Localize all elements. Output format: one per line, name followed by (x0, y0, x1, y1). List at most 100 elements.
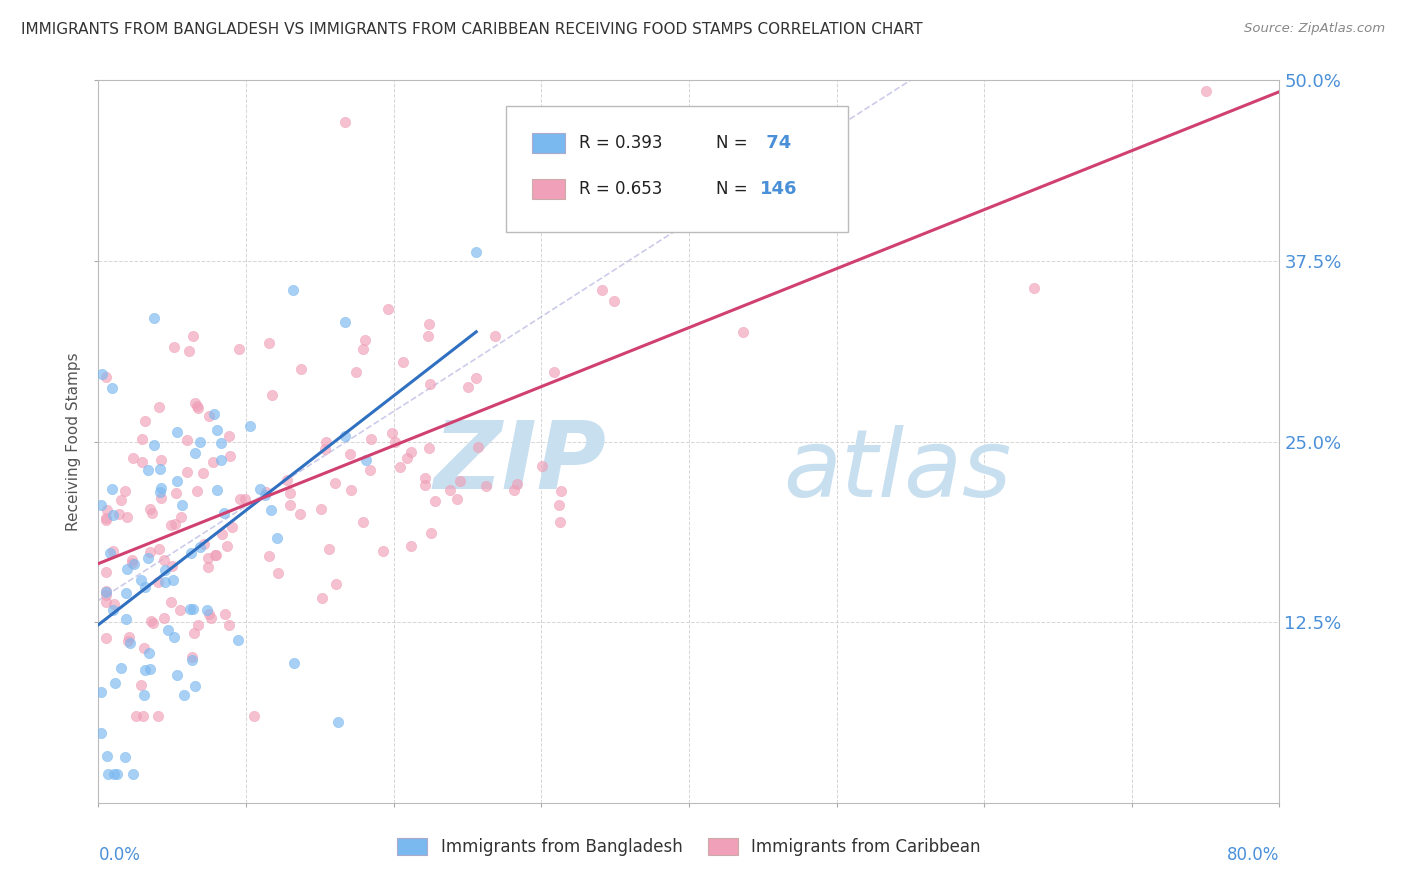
Text: N =: N = (716, 134, 754, 153)
Point (768, 173, 790, 187)
Point (176, 433, 198, 447)
Text: 0.0%: 0.0% (98, 847, 141, 864)
Point (318, 541, 340, 556)
Point (146, 709, 169, 723)
Point (531, 458, 554, 473)
Point (165, 486, 187, 500)
Point (267, 566, 290, 580)
Point (138, 551, 160, 566)
Point (132, 709, 155, 723)
Point (104, 676, 127, 690)
Point (97, 767, 120, 781)
Point (117, 634, 139, 648)
Point (176, 466, 198, 480)
Point (543, 365, 565, 379)
Point (207, 423, 229, 437)
Point (384, 435, 406, 450)
Point (211, 527, 233, 541)
Point (187, 618, 209, 632)
Point (502, 483, 524, 497)
Point (122, 767, 145, 781)
Point (139, 614, 162, 628)
Point (550, 484, 572, 499)
Point (173, 688, 195, 702)
Point (198, 607, 221, 621)
Point (103, 508, 125, 522)
Point (221, 520, 243, 534)
Point (142, 310, 165, 325)
Point (333, 429, 356, 443)
Point (197, 409, 219, 423)
Point (339, 447, 361, 461)
Point (163, 340, 186, 354)
Point (136, 463, 159, 477)
Point (131, 455, 153, 469)
Point (150, 481, 173, 495)
Point (214, 506, 236, 520)
Point (340, 483, 363, 497)
Point (169, 603, 191, 617)
Point (333, 315, 356, 329)
Point (352, 342, 374, 356)
Point (204, 549, 226, 563)
Point (138, 646, 160, 660)
Point (603, 294, 626, 309)
Point (233, 491, 256, 506)
Point (155, 563, 177, 577)
Point (266, 531, 288, 545)
Point (114, 749, 136, 764)
Point (219, 449, 242, 463)
Point (101, 603, 124, 617)
Point (139, 545, 162, 559)
Point (107, 507, 129, 521)
Point (94, 631, 117, 645)
Point (180, 650, 202, 665)
Point (94, 511, 117, 525)
Point (193, 537, 215, 551)
Point (94, 585, 117, 599)
Point (183, 626, 205, 640)
Point (200, 611, 222, 625)
Point (120, 636, 142, 650)
Point (142, 616, 165, 631)
Point (215, 539, 238, 553)
Point (101, 482, 124, 496)
Point (290, 507, 312, 521)
Point (449, 475, 471, 489)
Point (325, 577, 347, 591)
Point (260, 503, 283, 517)
Point (191, 466, 214, 480)
Text: R = 0.393: R = 0.393 (579, 134, 662, 153)
Point (183, 446, 205, 460)
Point (399, 445, 422, 459)
Point (156, 624, 179, 638)
Point (184, 679, 207, 693)
Text: ZIP: ZIP (433, 417, 606, 509)
Point (96, 370, 118, 384)
Point (377, 301, 399, 316)
Point (101, 381, 124, 395)
Point (149, 462, 172, 476)
Point (160, 559, 183, 574)
Point (484, 329, 506, 343)
Text: IMMIGRANTS FROM BANGLADESH VS IMMIGRANTS FROM CARIBBEAN RECEIVING FOOD STAMPS CO: IMMIGRANTS FROM BANGLADESH VS IMMIGRANTS… (21, 22, 922, 37)
Point (134, 414, 156, 428)
Point (253, 488, 276, 502)
Point (115, 509, 138, 524)
Point (205, 548, 228, 562)
Point (162, 574, 184, 588)
Text: R = 0.653: R = 0.653 (579, 179, 662, 198)
Point (314, 442, 336, 456)
Point (121, 553, 143, 567)
Point (152, 610, 174, 624)
Point (141, 507, 163, 521)
Point (283, 656, 305, 670)
FancyBboxPatch shape (531, 133, 565, 153)
Point (259, 335, 281, 350)
Point (94, 595, 117, 609)
Point (278, 498, 301, 512)
Point (96, 748, 118, 763)
Point (125, 709, 148, 723)
FancyBboxPatch shape (531, 178, 565, 199)
Point (184, 396, 207, 410)
